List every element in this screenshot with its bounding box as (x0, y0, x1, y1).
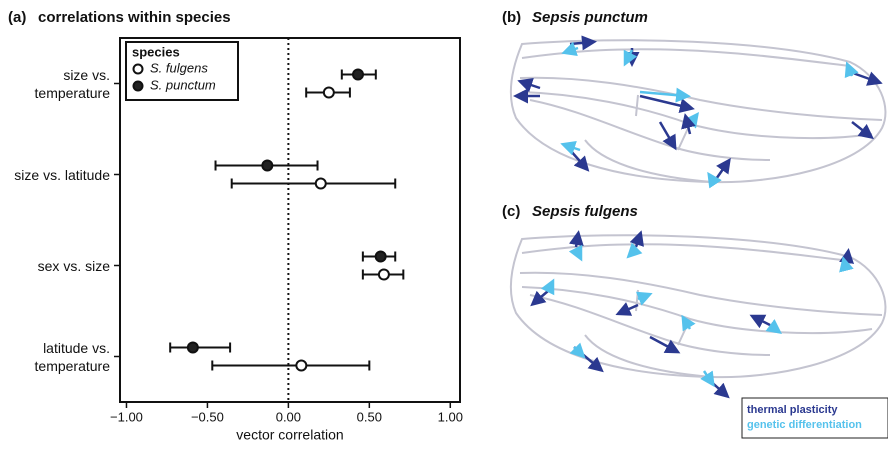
arrow (569, 35, 597, 51)
wing-b (509, 35, 887, 189)
x-axis-label: vector correlation (236, 427, 343, 443)
dot (374, 250, 387, 263)
arrow (560, 141, 581, 156)
arrow (639, 94, 695, 113)
wing-c (509, 230, 887, 399)
x-tick-label: −0.50 (191, 409, 224, 424)
panel-label: (b) (502, 9, 521, 26)
arrow (707, 171, 722, 189)
arrow (639, 87, 691, 103)
arrow (626, 242, 643, 259)
arrow (649, 335, 681, 354)
wing-legend-box (741, 397, 888, 439)
arrow (851, 121, 874, 140)
panel-title: Sepsis fulgens (532, 203, 638, 220)
dot (314, 177, 327, 190)
arrow (749, 314, 771, 329)
arrow (700, 370, 715, 388)
wing-legend-entry: genetic differentiation (747, 419, 862, 431)
legend-title: species (132, 44, 180, 59)
arrow (681, 314, 696, 332)
arrow (635, 291, 653, 306)
arrow (849, 70, 883, 86)
dot (186, 341, 199, 354)
arrow (615, 302, 639, 316)
legend-entry: S. punctum (150, 77, 216, 92)
legend-entry: S. fulgens (150, 60, 208, 75)
arrow (765, 319, 782, 334)
x-tick-label: 0.00 (276, 409, 301, 424)
arrow (844, 61, 859, 79)
x-tick-label: 1.00 (438, 409, 463, 424)
arrow (684, 112, 699, 129)
wing-outline (509, 39, 887, 184)
wing-legend-entry: thermal plasticity (747, 404, 838, 416)
y-tick-label: size vs. latitude (14, 166, 110, 183)
legend-box (125, 41, 239, 101)
dot (295, 359, 308, 372)
dot (322, 86, 335, 99)
dot (261, 159, 274, 172)
dot (377, 268, 390, 281)
panel-label: (a) (8, 9, 26, 26)
wing-outline (509, 234, 887, 379)
legend-marker (132, 63, 144, 75)
legend-marker (132, 80, 144, 92)
arrow (561, 41, 579, 56)
arrow (568, 244, 583, 262)
plot-frame (119, 37, 461, 403)
x-tick-label: 0.50 (357, 409, 382, 424)
panel-label: (c) (502, 203, 520, 220)
dot (352, 68, 364, 81)
arrow (540, 278, 555, 296)
y-tick-label: size vs. temperature (34, 66, 110, 101)
y-tick-label: sex vs. size (37, 257, 110, 274)
arrow (839, 256, 854, 273)
panel-title: Sepsis punctum (532, 9, 648, 26)
arrow (681, 113, 696, 135)
arrow (569, 342, 586, 359)
dot-chart: −1.00 −0.50 0.00 0.50 1.00 vector correlation… (110, 37, 463, 443)
x-tick-label: −1.00 (110, 409, 143, 424)
arrow (712, 157, 731, 183)
y-tick-label: latitude vs. temperature (34, 339, 110, 374)
arrow (517, 78, 541, 93)
chart-title: correlations within species (38, 9, 231, 26)
arrow (623, 49, 638, 67)
arrow (658, 121, 677, 151)
